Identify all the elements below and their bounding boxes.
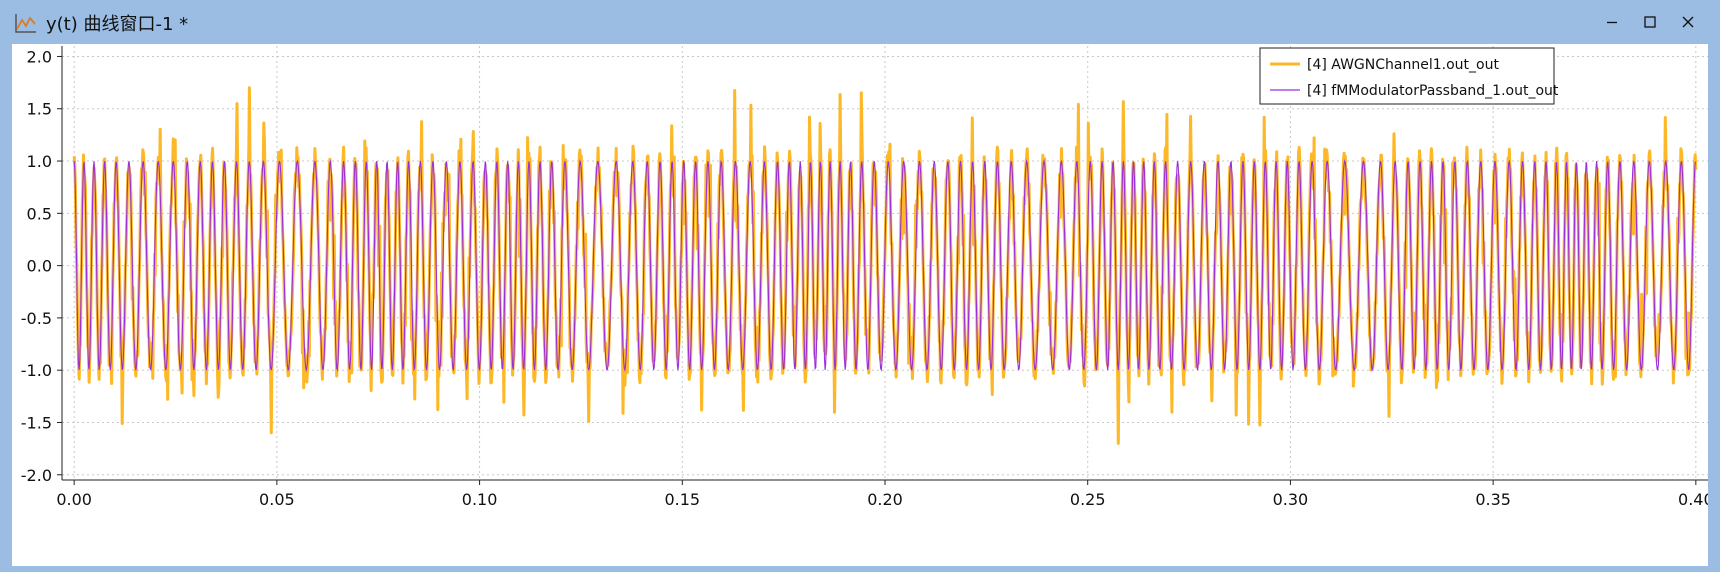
plot-area[interactable]: 2.0 1.5 1.0 0.5 0.0 -0.5 -1.0 -1.5 -2.0 0.00 0.05 0… (12, 44, 1714, 566)
x-tick-label-7: 0.35 (1475, 490, 1511, 509)
close-icon (1682, 16, 1694, 28)
chart-icon (15, 14, 36, 33)
line-chart[interactable]: 2.0 1.5 1.0 0.5 0.0 -0.5 -1.0 -1.5 -2.00.00 0.05 0… (12, 44, 1714, 566)
y-tick-label-1: 1.5 (27, 100, 52, 119)
x-tick-label-1: 0.05 (259, 490, 295, 509)
x-tick-label-4: 0.20 (867, 490, 903, 509)
x-tick-label-3: 0.15 (664, 490, 700, 509)
maximize-button[interactable] (1632, 6, 1668, 38)
legend-box (1259, 47, 1555, 105)
x-tick-label-2: 0.10 (462, 490, 498, 509)
minimize-icon (1607, 21, 1617, 24)
legend-label-1: [4] fMModulatorPassband_1.out_out (1307, 83, 1559, 99)
maximize-icon (1644, 16, 1656, 28)
title-bar[interactable]: y(t) 曲线窗口-1 * (0, 0, 1720, 44)
y-tick-label-8: -2.0 (21, 466, 52, 485)
minimize-button[interactable] (1594, 6, 1630, 38)
y-tick-label-3: 0.5 (27, 204, 52, 223)
page-bottom (0, 572, 1720, 581)
y-tick-label-5: -0.5 (21, 309, 52, 328)
y-tick-label-7: -1.5 (21, 413, 52, 432)
close-button[interactable] (1670, 6, 1706, 38)
y-tick-label-4: 0.0 (27, 257, 52, 276)
x-tick-label-8: 0.40 (1678, 490, 1708, 509)
y-tick-label-0: 2.0 (27, 47, 52, 66)
x-tick-label-6: 0.30 (1273, 490, 1309, 509)
x-tick-label-5: 0.25 (1070, 490, 1106, 509)
series-line-fm (73, 159, 1697, 373)
window-title: y(t) 曲线窗口-1 * (46, 14, 189, 35)
y-tick-label-2: 1.0 (27, 152, 52, 171)
legend-label-0: [4] AWGNChannel1.out_out (1307, 57, 1499, 73)
y-tick-label-6: -1.0 (21, 361, 52, 380)
x-tick-label-0: 0.00 (56, 490, 92, 509)
